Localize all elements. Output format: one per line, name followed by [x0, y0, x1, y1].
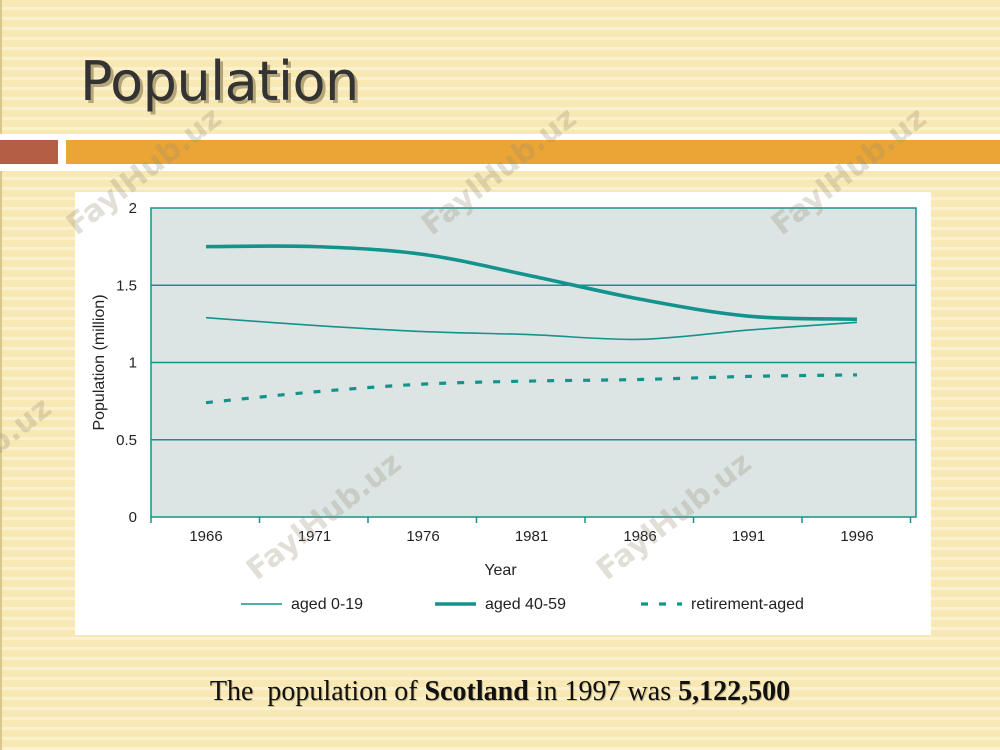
watermark: FaylHub.uz — [0, 390, 59, 533]
y-axis-title: Population (million) — [91, 294, 108, 430]
y-tick-label: 0 — [129, 509, 137, 526]
legend-label: retirement-aged — [691, 596, 804, 613]
title-band-accent — [0, 140, 58, 164]
caption-place: Scotland — [424, 676, 529, 707]
series-line-1 — [205, 244, 858, 322]
title-band — [66, 140, 1000, 164]
x-axis-ticks — [150, 517, 912, 523]
slide-title: Population — [80, 50, 359, 113]
caption-text-1: The population of — [209, 676, 425, 707]
x-tick-labels: 1966 1971 1976 1981 1986 1991 1996 — [189, 528, 873, 545]
caption-text-2: in 1997 was — [528, 676, 679, 707]
y-tick-label: 1 — [129, 355, 137, 372]
caption-figure: 5,122,500 — [678, 676, 791, 707]
y-tick-label: 2 — [129, 200, 137, 217]
series-line-2 — [205, 373, 858, 405]
y-tick-label: 0.5 — [116, 432, 137, 449]
caption: The population of Scotland in 1997 was 5… — [0, 676, 1000, 708]
x-tick-label: 1966 — [189, 528, 222, 545]
series-lines — [205, 244, 858, 405]
y-tick-label: 1.5 — [116, 277, 137, 294]
left-rule — [0, 0, 2, 750]
series-line-0 — [205, 316, 858, 341]
x-tick-label: 1981 — [515, 528, 548, 545]
x-axis-title: Year — [484, 562, 517, 579]
chart-legend: aged 0-19 aged 40-59 retirement-aged — [241, 596, 804, 613]
x-tick-label: 1986 — [623, 528, 656, 545]
x-tick-label: 1976 — [406, 528, 439, 545]
legend-label: aged 0-19 — [291, 596, 363, 613]
chart-svg: 0 0.5 1 1.5 2 1966 1971 1976 1981 1986 1991 1996 P… — [91, 200, 917, 613]
x-tick-label: 1991 — [732, 528, 765, 545]
y-tick-labels: 0 0.5 1 1.5 2 — [116, 200, 137, 526]
grid-lines — [151, 284, 916, 441]
x-tick-label: 1996 — [840, 528, 873, 545]
x-tick-label: 1971 — [298, 528, 331, 545]
legend-label: aged 40-59 — [485, 596, 566, 613]
population-chart: 0 0.5 1 1.5 2 1966 1971 1976 1981 1986 1991 1996 P… — [75, 192, 931, 635]
